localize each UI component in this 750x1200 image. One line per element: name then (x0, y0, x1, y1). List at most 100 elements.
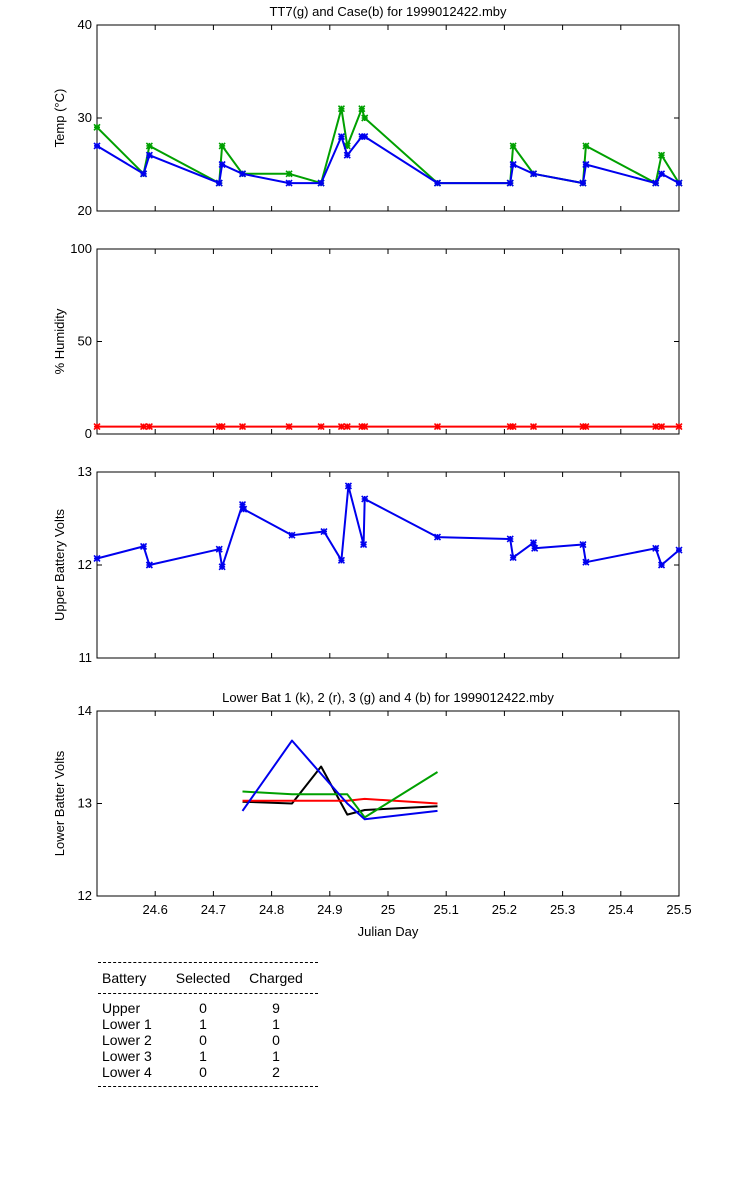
header-charged: Charged (249, 970, 303, 986)
data-point (675, 179, 683, 187)
table-top-divider (98, 962, 318, 963)
data-point (317, 423, 325, 431)
battery-name: Lower 1 (102, 1016, 152, 1032)
y-tick-label: 12 (78, 557, 92, 572)
data-point (361, 423, 369, 431)
data-point (139, 542, 148, 550)
battery-selected: 0 (199, 1064, 207, 1080)
data-point (675, 423, 683, 431)
table-row: Lower 4 0 2 (98, 1064, 318, 1080)
battery-charged: 0 (272, 1032, 280, 1048)
data-point (320, 527, 328, 536)
data-point (238, 423, 247, 431)
data-point (509, 142, 517, 150)
battery-selected: 0 (199, 1032, 207, 1048)
x-tick-label: 25.4 (608, 902, 633, 917)
data-point (139, 170, 148, 178)
x-tick-label: 25.3 (550, 902, 575, 917)
table-bottom-divider (98, 1086, 318, 1087)
data-point (509, 423, 517, 431)
data-point (344, 482, 352, 490)
chart-stack: 20 30 40 TT7(g) and Case(b) for 1999012422.… (52, 4, 692, 939)
y-tick-label: 11 (79, 650, 93, 665)
battery-name: Lower 2 (102, 1032, 152, 1048)
data-point (215, 545, 223, 553)
data-point (529, 170, 538, 178)
data-point (657, 423, 666, 431)
data-point (285, 170, 293, 178)
data-point (218, 423, 226, 431)
data-point (433, 179, 442, 187)
data-point (93, 554, 101, 563)
data-point (93, 123, 101, 131)
x-tick-label: 24.7 (201, 902, 226, 917)
y-tick-label: 100 (70, 241, 92, 256)
data-point (531, 544, 539, 552)
y-tick-label: 20 (78, 203, 92, 218)
data-point (675, 546, 683, 554)
data-point (337, 556, 346, 564)
battery-name: Lower 4 (102, 1064, 152, 1080)
data-point (652, 423, 660, 431)
y-tick-label: 14 (78, 703, 92, 718)
data-point (285, 423, 293, 431)
data-point (657, 561, 666, 569)
series-line (242, 797, 438, 805)
data-point (657, 151, 666, 159)
x-tick-label: 25.1 (434, 902, 459, 917)
plot-frame (96, 24, 680, 212)
y-axis-label: % Humidity (52, 308, 67, 374)
x-tick-label: 25 (381, 902, 395, 917)
series-line (96, 485, 680, 568)
series-line (96, 107, 680, 185)
data-point (93, 423, 101, 431)
data-point (145, 151, 153, 159)
y-tick-label: 13 (78, 464, 92, 479)
battery-selected: 0 (199, 1000, 207, 1016)
header-battery: Battery (102, 970, 147, 986)
y-axis-label: Upper Battery Volts (52, 509, 67, 621)
y-tick-label: 12 (78, 888, 92, 903)
data-point (529, 423, 538, 431)
battery-selected: 1 (199, 1048, 207, 1064)
table-header-row: Battery Selected Charged (98, 963, 318, 993)
battery-charged: 1 (272, 1048, 280, 1064)
data-point (337, 105, 346, 113)
data-point (361, 133, 369, 141)
data-point (240, 505, 248, 513)
data-point (359, 540, 368, 549)
data-point (509, 160, 517, 169)
data-point (145, 561, 153, 569)
battery-charged: 9 (272, 1000, 280, 1016)
table-header-divider (98, 993, 318, 994)
plot-frame (96, 248, 680, 435)
battery-name: Upper (102, 1000, 141, 1016)
table-row: Lower 1 1 1 (98, 1016, 318, 1032)
y-axis-label: Temp (°C) (52, 89, 67, 148)
data-point (317, 179, 325, 187)
x-tick-label: 25.5 (666, 902, 691, 917)
x-tick-label: 24.8 (259, 902, 284, 917)
header-selected: Selected (175, 970, 231, 986)
data-point (145, 142, 153, 150)
data-point (139, 423, 148, 431)
series-line (241, 739, 438, 821)
data-point (529, 539, 538, 547)
battery-summary-table: Battery Selected Charged Upper 0 9 Lower… (98, 962, 318, 1087)
data-point (433, 423, 442, 431)
x-axis-label: Julian Day (358, 924, 419, 939)
table-row: Lower 2 0 0 (98, 1032, 318, 1048)
data-point (218, 160, 226, 169)
data-point (337, 423, 346, 431)
data-point (93, 142, 101, 150)
table-row: Lower 3 1 1 (98, 1048, 318, 1064)
y-axis-label: Lower Batter Volts (52, 750, 67, 856)
data-point (582, 142, 590, 150)
table-row: Upper 0 9 (98, 1000, 318, 1016)
data-point (506, 179, 514, 187)
battery-charged: 1 (272, 1016, 280, 1032)
y-tick-label: 13 (78, 796, 92, 811)
data-point (582, 160, 590, 169)
battery-selected: 1 (199, 1016, 207, 1032)
x-tick-label: 24.9 (317, 902, 342, 917)
